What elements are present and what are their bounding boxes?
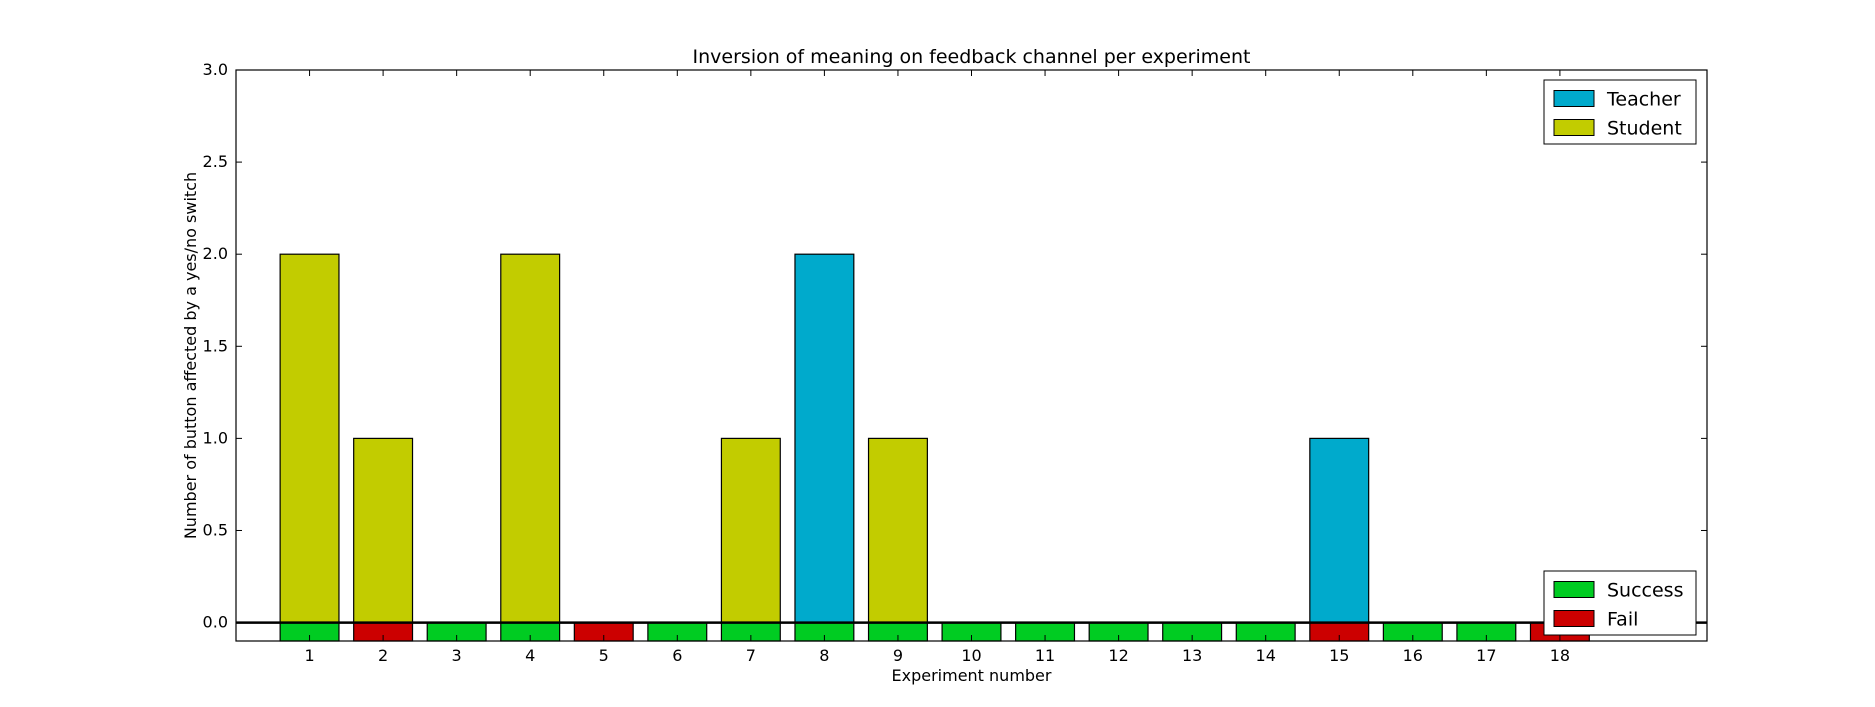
x-tick-label: 7 (746, 646, 756, 665)
legend-swatch-success (1553, 581, 1595, 598)
x-tick-label: 11 (1035, 646, 1055, 665)
bar-student-2 (353, 437, 414, 624)
bar-teacher-8 (794, 253, 855, 624)
x-tick-label: 5 (599, 646, 609, 665)
legend-outcome: Success Fail (1543, 570, 1697, 636)
x-tick-label: 8 (819, 646, 829, 665)
legend-swatch-student (1553, 119, 1595, 136)
y-tick-label: 3.0 (203, 60, 228, 79)
x-tick-label: 4 (525, 646, 535, 665)
x-tick-label: 18 (1550, 646, 1570, 665)
x-tick-label: 13 (1182, 646, 1202, 665)
x-tick-label: 16 (1403, 646, 1423, 665)
x-tick-label: 3 (452, 646, 462, 665)
x-tick-label: 12 (1108, 646, 1128, 665)
bars-layer (279, 253, 1370, 624)
x-tick-label: 1 (304, 646, 314, 665)
x-tick-label: 14 (1256, 646, 1276, 665)
y-tick-label: 0.5 (203, 520, 228, 539)
bar-teacher-15 (1309, 437, 1370, 624)
legend-label-fail: Fail (1607, 609, 1638, 631)
x-tick-label: 10 (961, 646, 981, 665)
y-tick-label: 2.5 (203, 152, 228, 171)
y-axis-label: Number of button affected by a yes/no sw… (181, 172, 200, 539)
y-tick-label: 0.0 (203, 613, 228, 632)
plot-frame (235, 69, 1708, 642)
x-tick-label: 17 (1476, 646, 1496, 665)
x-axis-label: Experiment number (892, 666, 1052, 685)
y-tick-label: 1.0 (203, 428, 228, 447)
bar-student-4 (500, 253, 561, 624)
legend-label-teacher: Teacher (1606, 89, 1681, 111)
chart-title: Inversion of meaning on feedback channel… (693, 46, 1251, 68)
x-tick-label: 2 (378, 646, 388, 665)
y-tick-label: 2.0 (203, 244, 228, 263)
y-tick-label: 1.5 (203, 336, 228, 355)
legend-swatch-teacher (1553, 90, 1595, 107)
x-tick-label: 15 (1329, 646, 1349, 665)
legend-label-student: Student (1607, 118, 1682, 140)
bar-student-7 (720, 437, 781, 624)
x-axis: 1 2 3 4 5 6 7 8 9 10 11 12 13 14 15 16 17 18 (304, 70, 1570, 665)
outcome-layer (279, 621, 1590, 642)
x-tick-label: 9 (893, 646, 903, 665)
legend-swatch-fail (1553, 610, 1595, 627)
bar-student-1 (279, 253, 340, 624)
x-tick-label: 6 (672, 646, 682, 665)
legend-speaker: Teacher Student (1543, 79, 1697, 145)
legend-label-success: Success (1607, 580, 1683, 602)
y-axis: 0.0 0.5 1.0 1.5 2.0 2.5 3.0 (203, 60, 1707, 632)
bar-student-9 (867, 437, 928, 624)
